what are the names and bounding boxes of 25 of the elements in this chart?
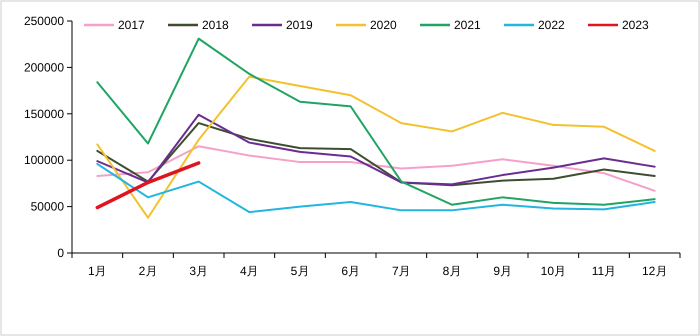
x-tick-label: 7月: [392, 264, 411, 278]
legend-label: 2021: [454, 18, 482, 32]
x-tick-label: 2月: [138, 264, 158, 278]
x-tick-label: 1月: [88, 264, 107, 278]
y-tick-label: 0: [57, 246, 64, 260]
legend-label: 2019: [286, 18, 314, 32]
x-tick-label: 3月: [189, 264, 208, 278]
x-tick-label: 8月: [442, 264, 462, 278]
x-tick-label: 11月: [592, 264, 616, 278]
y-tick-label: 250000: [24, 14, 64, 28]
y-tick-label: 50000: [30, 200, 64, 214]
y-tick-label: 100000: [24, 153, 64, 168]
legend-label: 2018: [202, 18, 230, 32]
x-tick-label: 12月: [642, 264, 668, 278]
x-tick-label: 9月: [493, 264, 512, 278]
legend-label: 2023: [622, 18, 650, 32]
x-tick-label: 6月: [341, 264, 360, 278]
x-tick-label: 5月: [290, 264, 310, 278]
y-tick-label: 200000: [24, 60, 64, 74]
legend-label: 2022: [538, 18, 566, 32]
x-tick-label: 10月: [540, 264, 566, 278]
y-tick-label: 150000: [24, 106, 64, 121]
legend-label: 2020: [370, 18, 398, 32]
legend-label: 2017: [118, 18, 146, 32]
x-tick-label: 4月: [240, 264, 259, 278]
